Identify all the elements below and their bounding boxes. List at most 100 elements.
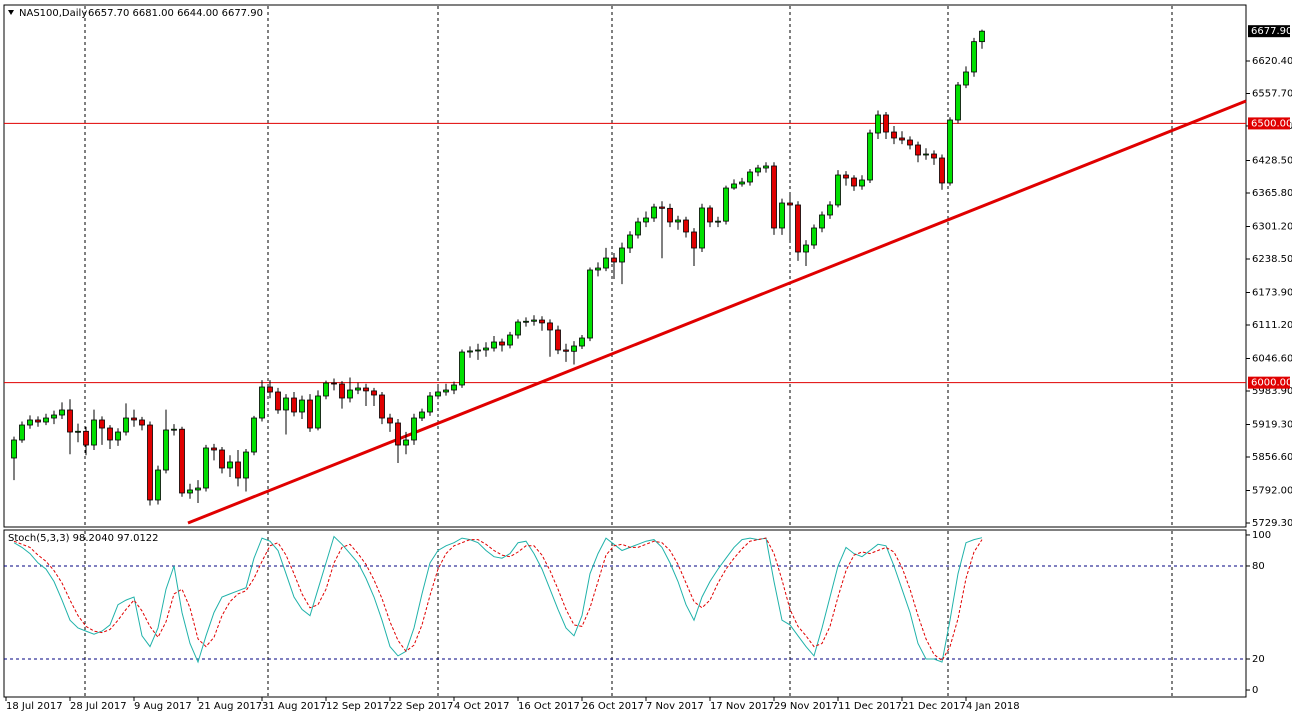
level-label-box [1248,117,1290,130]
candle-body [947,119,953,184]
candle-body [707,207,713,223]
candle-body [315,395,321,429]
candle-body [347,389,353,399]
y-tick-label: 6046.60 [1252,353,1292,364]
menu-arrow[interactable] [8,10,14,15]
candle-body [179,428,185,494]
level-label-box [1248,376,1290,389]
candle-body [747,171,753,183]
candle-body [819,214,825,229]
candle-body [443,389,449,393]
candle-body [43,417,49,423]
candle-body [971,41,977,73]
y-tick-label: 5792.00 [1252,485,1292,496]
y-tick-label: 6173.90 [1252,287,1292,298]
candle-body [499,341,505,346]
y-tick-label: 6238.50 [1252,254,1292,265]
candle-body [123,417,129,433]
candle-body [139,419,145,426]
candle-body [251,417,257,453]
candle-body [523,320,529,323]
candle-body [699,207,705,249]
candle-body [779,202,785,229]
candle-body [155,469,161,501]
candle-body [475,349,481,352]
candle-body [507,334,513,346]
candle-body [411,417,417,441]
candle-body [907,139,913,146]
price-panel-frame [3,4,1247,528]
x-tick-label: 22 Sep 2017 [390,701,453,712]
x-tick-label: 31 Aug 2017 [262,701,326,712]
candle-body [75,430,81,433]
price-label: 6677.90 [1251,26,1292,37]
candle-body [243,451,249,479]
candle-body [99,419,105,429]
candle-body [147,424,153,501]
stoch-line [13,535,983,664]
candle-body [891,131,897,139]
indicator-title: Stoch(5,3,3) 98.2040 97.0122 [8,533,159,544]
y-tick-label: 100 [1252,530,1271,541]
candle-body [435,391,441,397]
x-tick-label: 7 Nov 2017 [646,701,704,712]
candle-body [35,419,41,423]
candle-body [803,244,809,253]
level-label: 6000.00 [1251,378,1292,389]
x-tick-label: 12 Sep 2017 [326,701,389,712]
candle-body [235,461,241,479]
y-tick-label: 6365.80 [1252,188,1292,199]
candle-body [307,399,313,429]
candle-body [555,329,561,351]
candle-body [419,411,425,419]
candle-body [595,267,601,271]
y-tick-label: 6301.20 [1252,221,1292,232]
candle-body [603,257,609,269]
candle-body [539,319,545,324]
x-tick-label: 21 Aug 2017 [198,701,262,712]
candle-body [795,204,801,253]
candle-body [843,174,849,179]
x-tick-label: 18 Jul 2017 [6,701,63,712]
candle-body [275,391,281,411]
candle-body [11,439,17,459]
candle-body [683,219,689,233]
stoch-line [13,537,983,662]
candle-body [659,206,665,209]
candle-body [211,447,217,451]
candle-body [131,417,137,421]
candle-body [675,219,681,223]
candle-body [363,387,369,392]
candle-body [875,114,881,134]
candle-body [115,431,121,441]
candle-body [59,409,65,416]
candle-body [627,234,633,249]
candle-body [579,337,585,347]
candle-body [195,487,201,491]
x-tick-label: 28 Jul 2017 [70,701,127,712]
candle-body [723,187,729,222]
candle-body [787,202,793,206]
candle-body [739,181,745,185]
candle-body [611,257,617,263]
candle-body [915,144,921,156]
candle-body [619,247,625,263]
candle-body [835,174,841,206]
candle-body [387,417,393,424]
vertical-grid [84,6,1173,696]
candle-body [931,153,937,159]
candle-body [323,382,329,397]
candle-body [27,419,33,426]
candle-body [187,489,193,494]
candle-body [67,409,73,433]
candle-body [291,397,297,413]
candle-body [83,430,89,446]
price-label-box [1248,25,1290,38]
candle-body [811,227,817,246]
candle-body [515,321,521,336]
candle-body [283,397,289,411]
y-tick-label: 80 [1252,561,1265,572]
x-tick-label: 9 Aug 2017 [134,701,192,712]
candle-body [883,114,889,133]
